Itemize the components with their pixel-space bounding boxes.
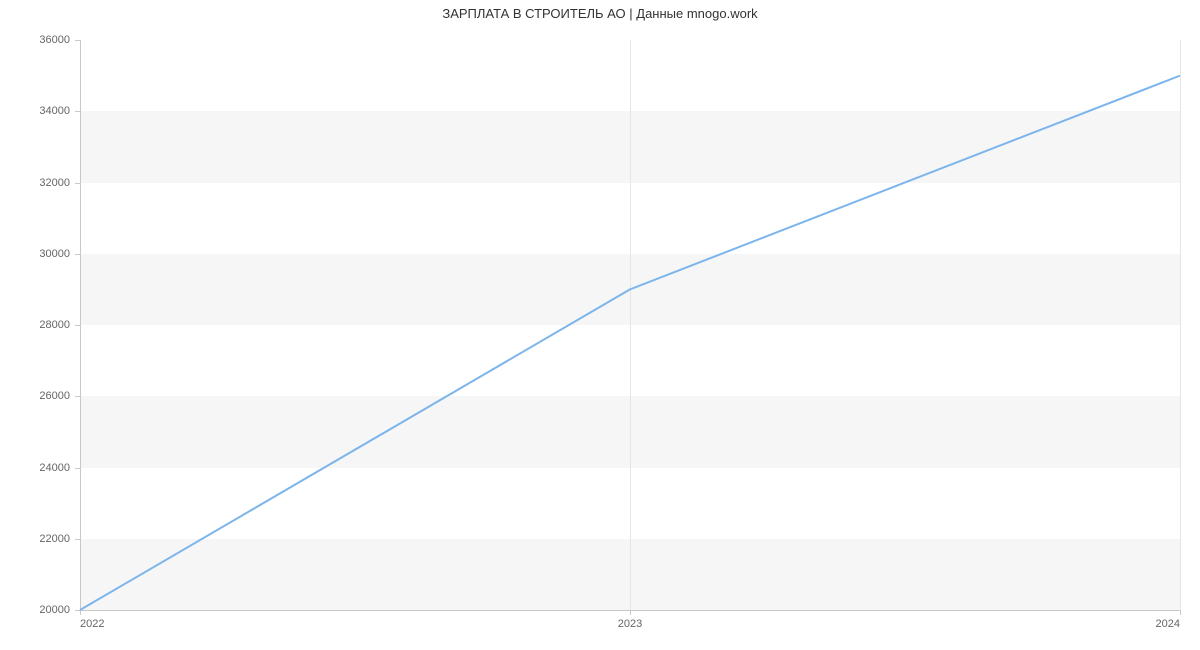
x-tick-label: 2024 bbox=[1156, 618, 1180, 630]
y-tick-label: 32000 bbox=[20, 177, 70, 189]
x-tick-label: 2023 bbox=[618, 618, 642, 630]
y-tick-label: 36000 bbox=[20, 34, 70, 46]
x-tick-mark bbox=[630, 610, 631, 615]
x-gridline bbox=[1180, 40, 1181, 610]
y-tick-label: 22000 bbox=[20, 533, 70, 545]
y-tick-label: 30000 bbox=[20, 248, 70, 260]
y-tick-label: 34000 bbox=[20, 105, 70, 117]
y-tick-label: 28000 bbox=[20, 319, 70, 331]
y-tick-label: 26000 bbox=[20, 390, 70, 402]
plot-area: 2000022000240002600028000300003200034000… bbox=[80, 40, 1180, 610]
y-tick-label: 20000 bbox=[20, 604, 70, 616]
y-tick-label: 24000 bbox=[20, 462, 70, 474]
chart-title: ЗАРПЛАТА В СТРОИТЕЛЬ АО | Данные mnogo.w… bbox=[0, 6, 1200, 21]
series-line bbox=[80, 40, 1180, 610]
x-tick-mark bbox=[1180, 610, 1181, 615]
x-tick-label: 2022 bbox=[80, 618, 104, 630]
chart-container: ЗАРПЛАТА В СТРОИТЕЛЬ АО | Данные mnogo.w… bbox=[0, 0, 1200, 650]
